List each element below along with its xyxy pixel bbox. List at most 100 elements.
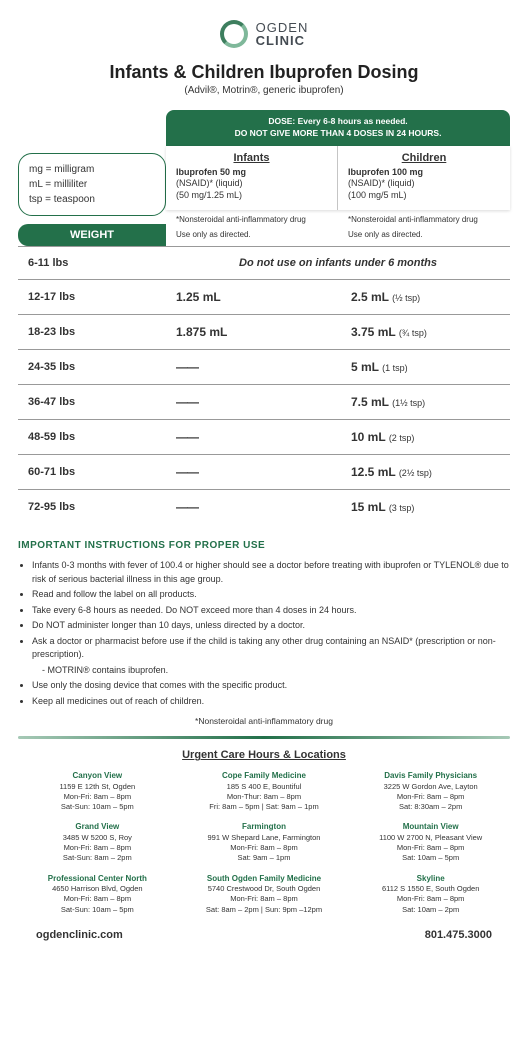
dose-header: DOSE: Every 6-8 hours as needed. DO NOT … xyxy=(166,110,510,146)
location-hours: Mon-Fri: 8am – 8pm xyxy=(351,894,510,904)
logo-text: OGDEN CLINIC xyxy=(256,21,309,47)
location-hours: Sat: 8am – 2pm | Sun: 9pm –12pm xyxy=(185,905,344,915)
instruction-item: - MOTRIN® contains ibuprofen. xyxy=(42,664,510,678)
location-name: Mountain View xyxy=(351,822,510,833)
dose-child-cell: 3.75 mL (¾ tsp) xyxy=(341,315,510,350)
location-address: 5740 Crestwood Dr, South Ogden xyxy=(185,884,344,894)
dose-infant-cell: —— xyxy=(166,420,341,455)
abbrev-line: tsp = teaspoon xyxy=(29,192,155,207)
location-hours: Sat-Sun: 10am – 5pm xyxy=(18,802,177,812)
footer-phone: 801.475.3000 xyxy=(425,929,492,941)
dose-child-cell: 12.5 mL (2½ tsp) xyxy=(341,455,510,490)
col-title: Children xyxy=(348,152,500,164)
location-hours: Sat: 10am – 5pm xyxy=(351,853,510,863)
location-address: 185 S 400 E, Bountiful xyxy=(185,782,344,792)
col-sub: (100 mg/5 mL) xyxy=(348,190,500,202)
dose-header-line: DOSE: Every 6-8 hours as needed. xyxy=(170,116,506,128)
dose-child-cell: 7.5 mL (1½ tsp) xyxy=(341,385,510,420)
table-row: 6-11 lbsDo not use on infants under 6 mo… xyxy=(18,247,510,280)
table-row: 72-95 lbs——15 mL (3 tsp) xyxy=(18,490,510,525)
location-address: 1100 W 2700 N, Pleasant View xyxy=(351,833,510,843)
location-hours: Sat: 8:30am – 2pm xyxy=(351,802,510,812)
location-item: Canyon View1159 E 12th St, OgdenMon-Fri:… xyxy=(18,771,177,812)
table-row: 12-17 lbs1.25 mL2.5 mL (½ tsp) xyxy=(18,280,510,315)
col-bold: Ibuprofen 100 mg xyxy=(348,167,500,179)
weight-cell: 48-59 lbs xyxy=(18,420,166,455)
col-note: *Nonsteroidal anti-inflammatory drug Use… xyxy=(338,210,510,246)
location-address: 3225 W Gordon Ave, Layton xyxy=(351,782,510,792)
location-hours: Mon-Fri: 8am – 8pm xyxy=(351,792,510,802)
col-bold: Ibuprofen 50 mg xyxy=(176,167,327,179)
dose-infant-cell: 1.25 mL xyxy=(166,280,341,315)
location-item: Grand View3485 W 5200 S, RoyMon-Fri: 8am… xyxy=(18,822,177,863)
location-name: South Ogden Family Medicine xyxy=(185,874,344,885)
location-hours: Fri: 8am – 5pm | Sat: 9am – 1pm xyxy=(185,802,344,812)
location-address: 6112 S 1550 E, South Ogden xyxy=(351,884,510,894)
abbreviation-box: mg = milligram mL = milliliter tsp = tea… xyxy=(18,153,166,216)
location-name: Skyline xyxy=(351,874,510,885)
dose-child-cell: 2.5 mL (½ tsp) xyxy=(341,280,510,315)
dose-infant-cell: —— xyxy=(166,455,341,490)
logo-line2: CLINIC xyxy=(256,34,309,47)
location-name: Farmington xyxy=(185,822,344,833)
location-address: 991 W Shepard Lane, Farmington xyxy=(185,833,344,843)
weight-cell: 60-71 lbs xyxy=(18,455,166,490)
location-hours: Sat-Sun: 8am – 2pm xyxy=(18,853,177,863)
location-name: Grand View xyxy=(18,822,177,833)
location-name: Davis Family Physicians xyxy=(351,771,510,782)
table-row: 36-47 lbs——7.5 mL (1½ tsp) xyxy=(18,385,510,420)
divider xyxy=(18,736,510,739)
page-subtitle: (Advil®, Motrin®, generic ibuprofen) xyxy=(18,85,510,96)
dose-infant-cell: —— xyxy=(166,385,341,420)
location-item: Skyline6112 S 1550 E, South OgdenMon-Fri… xyxy=(351,874,510,915)
instruction-item: Take every 6-8 hours as needed. Do NOT e… xyxy=(32,604,510,618)
table-row: 60-71 lbs——12.5 mL (2½ tsp) xyxy=(18,455,510,490)
instructions-list: Infants 0-3 months with fever of 100.4 o… xyxy=(18,559,510,708)
location-address: 1159 E 12th St, Ogden xyxy=(18,782,177,792)
location-name: Cope Family Medicine xyxy=(185,771,344,782)
location-hours: Mon-Fri: 8am – 8pm xyxy=(185,843,344,853)
dosing-table: 6-11 lbsDo not use on infants under 6 mo… xyxy=(18,246,510,524)
table-row: 18-23 lbs1.875 mL3.75 mL (¾ tsp) xyxy=(18,315,510,350)
location-hours: Mon-Fri: 8am – 8pm xyxy=(18,843,177,853)
table-row: 24-35 lbs——5 mL (1 tsp) xyxy=(18,350,510,385)
dose-infant-cell: —— xyxy=(166,350,341,385)
instruction-item: Ask a doctor or pharmacist before use if… xyxy=(32,635,510,662)
location-hours: Sat: 9am – 1pm xyxy=(185,853,344,863)
location-item: Cope Family Medicine185 S 400 E, Bountif… xyxy=(185,771,344,812)
logo-icon xyxy=(220,20,248,48)
column-infants: Infants Ibuprofen 50 mg (NSAID)* (liquid… xyxy=(166,146,338,210)
location-address: 3485 W 5200 S, Roy xyxy=(18,833,177,843)
instruction-item: Use only the dosing device that comes wi… xyxy=(32,679,510,693)
location-hours: Mon-Fri: 8am – 8pm xyxy=(351,843,510,853)
location-item: Davis Family Physicians3225 W Gordon Ave… xyxy=(351,771,510,812)
instructions-title: IMPORTANT INSTRUCTIONS FOR PROPER USE xyxy=(18,540,510,551)
location-name: Canyon View xyxy=(18,771,177,782)
location-hours: Sat-Sun: 10am – 5pm xyxy=(18,905,177,915)
instruction-item: Keep all medicines out of reach of child… xyxy=(32,695,510,709)
instruction-item: Infants 0-3 months with fever of 100.4 o… xyxy=(32,559,510,586)
table-row: 48-59 lbs——10 mL (2 tsp) xyxy=(18,420,510,455)
weight-cell: 6-11 lbs xyxy=(18,247,166,280)
dose-child-cell: 15 mL (3 tsp) xyxy=(341,490,510,525)
dose-child-cell: 5 mL (1 tsp) xyxy=(341,350,510,385)
location-item: Professional Center North4650 Harrison B… xyxy=(18,874,177,915)
location-hours: Mon-Fri: 8am – 8pm xyxy=(185,894,344,904)
instruction-item: Read and follow the label on all product… xyxy=(32,588,510,602)
dose-header-line: DO NOT GIVE MORE THAN 4 DOSES IN 24 HOUR… xyxy=(170,128,506,140)
col-sub: (NSAID)* (liquid) xyxy=(176,178,327,190)
location-item: Mountain View1100 W 2700 N, Pleasant Vie… xyxy=(351,822,510,863)
weight-header: WEIGHT xyxy=(18,224,166,246)
logo: OGDEN CLINIC xyxy=(18,20,510,48)
col-sub: (NSAID)* (liquid) xyxy=(348,178,500,190)
location-hours: Mon-Fri: 8am – 8pm xyxy=(18,792,177,802)
location-item: South Ogden Family Medicine5740 Crestwoo… xyxy=(185,874,344,915)
locations-grid: Canyon View1159 E 12th St, OgdenMon-Fri:… xyxy=(18,771,510,915)
column-notes: *Nonsteroidal anti-inflammatory drug Use… xyxy=(166,210,510,246)
abbrev-line: mL = milliliter xyxy=(29,177,155,192)
location-item: Farmington991 W Shepard Lane, Farmington… xyxy=(185,822,344,863)
location-name: Professional Center North xyxy=(18,874,177,885)
location-hours: Mon-Fri: 8am – 8pm xyxy=(18,894,177,904)
location-hours: Sat: 10am – 2pm xyxy=(351,905,510,915)
col-note: *Nonsteroidal anti-inflammatory drug Use… xyxy=(166,210,338,246)
